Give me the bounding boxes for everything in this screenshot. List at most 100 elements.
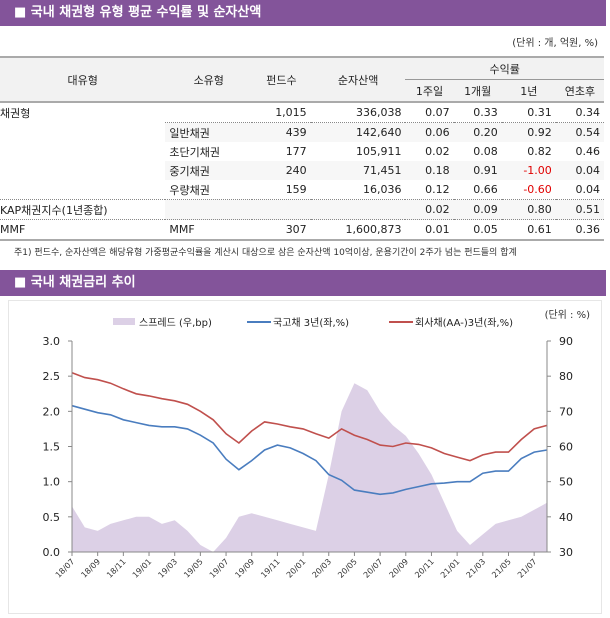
cell-assets: 142,640 [310,122,406,142]
table-row: 채권형 1,015 336,038 0.07 0.33 0.31 0.34 [0,102,604,123]
section-title-bar-2: ■ 국내 채권금리 추이 [0,270,606,296]
cell-w1: 0.02 [425,145,450,158]
header-assets: 순자산액 [310,57,406,102]
right-tick-label: 60 [559,441,573,454]
right-tick-label: 80 [559,370,573,383]
x-tick-label: 20/09 [388,557,411,580]
x-tick-label: 21/05 [490,557,513,580]
x-tick-label: 19/09 [233,557,256,580]
right-tick-label: 40 [559,511,573,524]
cell-minor: 일반채권 [165,122,253,142]
unit-label: (단위 : 개, 억원, %) [512,38,598,49]
x-tick-label: 19/05 [182,557,205,580]
cell-minor [165,102,252,123]
x-tick-label: 19/07 [208,557,231,580]
cell-ytd: 0.36 [555,219,604,241]
cell-m1: 0.20 [453,122,502,142]
section-title-2: ■ 국내 채권금리 추이 [14,275,136,290]
cell-assets: 336,038 [355,106,402,119]
header-minor: 소유형 [165,57,253,102]
cell-w1: 0.12 [425,183,450,196]
cell-y1: 0.92 [501,122,556,142]
x-tick-label: 20/11 [413,557,436,580]
header-ytd: 연초후 [555,79,604,102]
right-tick-label: 90 [559,335,573,348]
cell-assets: 71,451 [310,161,406,180]
cell-funds: 159 [285,183,307,196]
cell-funds: 307 [252,219,311,241]
cell-major [0,142,165,161]
cell-ytd: 0.04 [555,161,604,180]
header-funds: 펀드수 [252,57,311,102]
left-tick-label: 0.5 [43,511,61,524]
cell-major: 채권형 [0,106,31,120]
x-tick-label: 18/11 [105,557,128,580]
table-row: 중기채권 240 71,451 0.18 0.91 -1.00 0.04 [0,161,604,180]
table-row: 초단기채권 177 105,911 0.02 0.08 0.82 0.46 [0,142,604,161]
spread-area [72,383,547,552]
x-tick-label: 20/03 [310,557,333,580]
x-tick-label: 19/01 [131,557,154,580]
section-title-bar: ■ 국내 채권형 유형 평균 수익률 및 순자산액 [0,0,606,26]
returns-table: 대유형 소유형 펀드수 순자산액 수익률 1주일 1개월 1년 연초후 채권형 1… [0,56,604,241]
x-tick-label: 18/07 [54,557,77,580]
cell-major: MMF [0,219,166,241]
left-tick-label: 2.5 [43,370,61,383]
x-tick-label: 19/11 [259,557,282,580]
legend-label: 국고채 3년(좌,%) [273,317,349,329]
cell-y1: 0.82 [527,145,552,158]
legend-label: 스프레드 (우,bp) [139,317,212,329]
right-tick-label: 70 [559,405,573,418]
cell-y1: -1.00 [501,161,556,180]
cell-m1: 0.33 [473,106,498,119]
cell-funds: 1,015 [275,106,307,119]
cell-major [0,180,165,200]
cell-m1: 0.91 [453,161,502,180]
left-tick-label: 1.5 [43,441,61,454]
left-tick-label: 1.0 [43,476,61,489]
header-returns: 수익률 [405,57,604,80]
legend-swatch-spread [113,318,135,325]
series-line-2 [71,371,548,462]
cell-m1: 0.09 [453,199,502,220]
x-tick-label: 20/07 [362,557,385,580]
left-tick-label: 2.0 [43,405,61,418]
cell-w1: 0.18 [405,161,454,180]
chart-unit-label: (단위 : %) [544,310,590,321]
x-tick-label: 21/01 [439,557,462,580]
section-title: ■ 국내 채권형 유형 평균 수익률 및 순자산액 [14,5,262,20]
cell-y1: 0.61 [501,219,556,241]
cell-m1: 0.05 [453,219,502,241]
cell-w1: 0.02 [405,199,454,220]
table-row: 일반채권 439 142,640 0.06 0.20 0.92 0.54 [0,122,604,143]
cell-w1: 0.01 [405,219,454,241]
x-tick-label: 21/07 [516,557,539,580]
cell-ytd: 0.46 [575,145,601,158]
cell-major [0,123,165,143]
cell-funds: 177 [285,145,307,158]
header-major: 대유형 [0,57,166,102]
cell-assets: 16,036 [362,183,402,196]
x-tick-label: 21/03 [465,557,488,580]
cell-ytd: 0.54 [555,122,604,142]
cell-funds: 439 [252,122,311,142]
cell-assets: 1,600,873 [310,219,406,241]
cell-minor: MMF [165,219,253,241]
footnote: 주1) 펀드수, 순자산액은 해당유형 가중평균수익률을 계산시 대상으로 삼은… [14,248,517,258]
rate-chart: 0.0 0.5 1.0 1.5 2.0 2.5 3.0 30 40 50 60 70 80 90 18/07… [43,317,574,580]
cell-major: KAP채권지수(1년종합) [0,199,166,220]
x-tick-label: 18/09 [79,557,102,580]
cell-y1: 0.31 [527,106,552,119]
table-row: 우량채권 159 16,036 0.12 0.66 -0.60 0.04 [0,180,604,200]
cell-y1: 0.80 [501,199,556,220]
cell-funds [252,199,311,220]
cell-major [0,161,165,180]
header-1w: 1주일 [405,79,454,102]
cell-m1: 0.08 [473,145,498,158]
header-1m: 1개월 [453,79,502,102]
cell-minor: 초단기채권 [169,145,220,159]
header-1y: 1년 [501,79,556,102]
chart-container: 0.0 0.5 1.0 1.5 2.0 2.5 3.0 30 40 50 60 70 80 90 18/07… [8,300,602,614]
table-row: MMF MMF 307 1,600,873 0.01 0.05 0.61 0.36 [0,219,604,241]
right-tick-label: 50 [559,476,573,489]
